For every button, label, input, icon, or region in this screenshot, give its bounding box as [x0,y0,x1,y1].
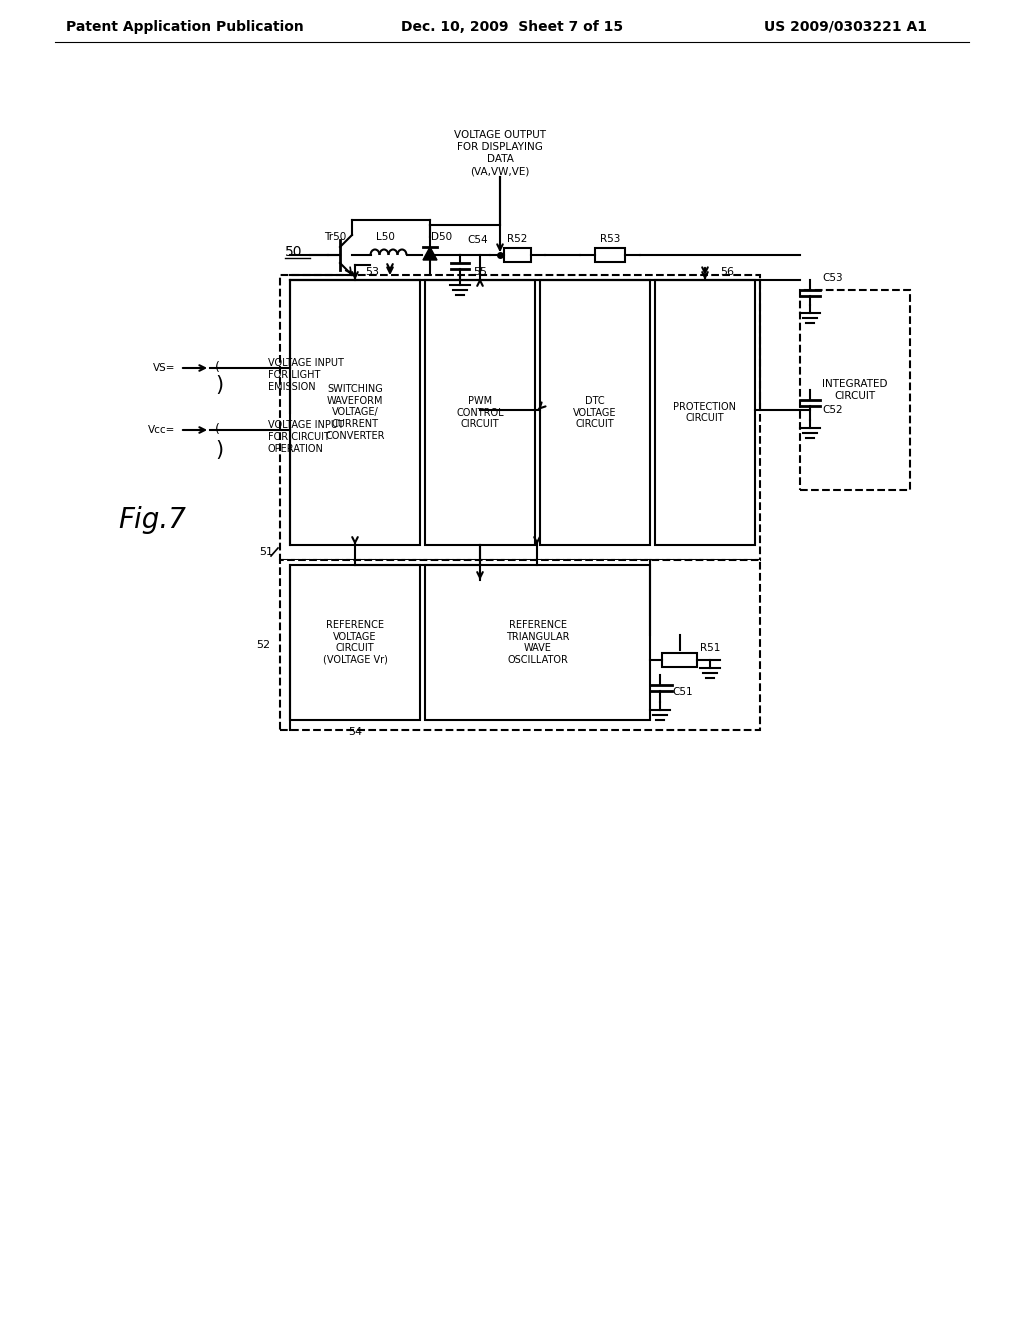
Text: L50: L50 [376,232,394,242]
Text: DTC
VOLTAGE
CIRCUIT: DTC VOLTAGE CIRCUIT [573,396,616,429]
Text: REFERENCE
VOLTAGE
CIRCUIT
(VOLTAGE Vr): REFERENCE VOLTAGE CIRCUIT (VOLTAGE Vr) [323,620,387,665]
Text: ): ) [215,375,223,395]
Bar [540,280,650,545]
Text: VOLTAGE OUTPUT: VOLTAGE OUTPUT [454,129,546,140]
Text: REFERENCE
TRIANGULAR
WAVE
OSCILLATOR: REFERENCE TRIANGULAR WAVE OSCILLATOR [506,620,569,665]
Text: Fig.7: Fig.7 [118,506,186,535]
Bar [662,653,697,667]
Text: R53: R53 [600,234,621,244]
Text: 50: 50 [285,246,302,259]
Text: C53: C53 [822,273,843,282]
Bar [280,560,760,730]
Bar [800,290,910,490]
Text: D50: D50 [431,232,453,242]
Text: VOLTAGE INPUT
FOR LIGHT
EMISSION: VOLTAGE INPUT FOR LIGHT EMISSION [268,359,344,392]
Text: PROTECTION
CIRCUIT: PROTECTION CIRCUIT [674,401,736,424]
Text: R51: R51 [700,643,720,653]
Bar [655,280,755,545]
Text: 55: 55 [473,267,487,277]
Bar [595,248,625,261]
Text: VOLTAGE INPUT
FOR CIRCUIT
OPERATION: VOLTAGE INPUT FOR CIRCUIT OPERATION [268,420,344,454]
Text: Tr50: Tr50 [324,232,346,242]
Text: 54: 54 [348,727,362,737]
Bar [280,275,760,560]
Text: FOR DISPLAYING: FOR DISPLAYING [457,143,543,152]
Text: SWITCHING
WAVEFORM
VOLTAGE/
CURRENT
CONVERTER: SWITCHING WAVEFORM VOLTAGE/ CURRENT CONV… [326,384,385,441]
Text: Dec. 10, 2009  Sheet 7 of 15: Dec. 10, 2009 Sheet 7 of 15 [401,20,623,34]
Bar [425,280,535,545]
Text: INTEGRATED
CIRCUIT: INTEGRATED CIRCUIT [822,379,888,401]
Bar [290,565,420,719]
Text: R52: R52 [507,234,527,244]
Text: PWM
CONTROL
CIRCUIT: PWM CONTROL CIRCUIT [456,396,504,429]
Bar [504,248,531,261]
Polygon shape [423,247,437,260]
Text: 51: 51 [259,546,273,557]
Text: 56: 56 [720,267,734,277]
Text: ): ) [215,440,223,459]
Bar [425,565,650,719]
Text: C54: C54 [468,235,488,246]
Text: US 2009/0303221 A1: US 2009/0303221 A1 [764,20,927,34]
Text: VS=: VS= [153,363,175,374]
Text: DATA: DATA [486,154,513,164]
Text: 53: 53 [365,267,379,277]
Text: (: ( [215,424,220,437]
Text: C52: C52 [822,405,843,414]
Text: C51: C51 [672,686,692,697]
Text: Patent Application Publication: Patent Application Publication [67,20,304,34]
Text: (VA,VW,VE): (VA,VW,VE) [470,166,529,176]
Text: 52: 52 [256,640,270,649]
Text: Vcc=: Vcc= [147,425,175,436]
Bar [290,280,420,545]
Text: (: ( [215,362,220,375]
